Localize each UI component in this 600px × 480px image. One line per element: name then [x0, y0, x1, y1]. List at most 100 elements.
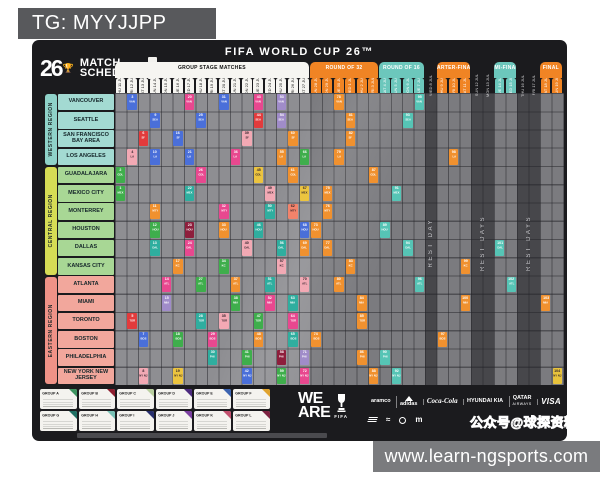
match-number: 26 [199, 167, 204, 173]
match-cell: 77 DAL [322, 240, 333, 256]
match-cell: 19 NY NJ [173, 368, 183, 384]
match-cell: 48 BOS [253, 331, 264, 348]
match-number: 8 [142, 368, 145, 373]
venue-code: DAL [301, 246, 308, 250]
date-label: MON 15 JUN [163, 78, 169, 93]
date-chip: SAT 27 JUN [299, 78, 310, 93]
trophy-icon: 🏆 [62, 63, 74, 73]
venue-code: SEA [198, 118, 204, 122]
match-number: 92 [394, 368, 399, 373]
date-label: SAT 4 JUL [381, 78, 387, 93]
date-chip: TUE 14 JUL [494, 78, 505, 93]
match-number: 19 [176, 368, 181, 373]
world-cup-schedule-poster: FIFA WORLD CUP 26™ 26 🏆 MATCH SCHEDULE G… [32, 40, 567, 441]
match-number: 74 [313, 332, 318, 337]
match-cell: 101 DAL [495, 240, 505, 256]
match-number: 68 [302, 222, 307, 227]
date-label: FRI 12 JUN [128, 78, 134, 93]
match-cell: 15 MIA [161, 295, 172, 311]
date-label: TUE 23 JUN [255, 78, 261, 93]
match-number: 104 [554, 368, 561, 373]
rest-date: SUN 12 JUL [472, 74, 482, 96]
city-row-hou: HOUSTON [58, 221, 114, 239]
match-number: 103 [542, 295, 549, 300]
match-number: 4 [131, 149, 134, 154]
match-cell: 6 SF [138, 130, 149, 147]
match-cell: 14 ATL [161, 276, 172, 293]
poster-title: FIFA WORLD CUP 26™ [224, 46, 375, 58]
fifa-trophy-icon [337, 393, 346, 412]
sponsor-name: QATAR [512, 395, 532, 402]
match-number: 53 [279, 94, 284, 100]
date-label: WED 24 JUN [266, 78, 272, 93]
region-strip-central: CENTRAL REGION [45, 167, 57, 275]
match-number: 64 [290, 313, 295, 319]
city-row-mia: MIAMI [58, 294, 114, 312]
match-number: 21 [187, 149, 192, 154]
venue-code: DAL [186, 246, 193, 250]
date-label: SAT 27 JUN [301, 78, 307, 93]
group-teams-lines [81, 420, 112, 429]
venue-code: HOU [312, 228, 320, 232]
venue-code: HOU [255, 228, 262, 232]
group-card-label: GROUP L [235, 412, 252, 417]
sponsor-adidas: adidas [396, 396, 420, 408]
venue-code: MIA [462, 301, 468, 305]
match-number: 73 [313, 222, 318, 227]
venue-code: ATL [164, 282, 170, 287]
venue-code: PHI [210, 355, 215, 360]
match-number: 102 [508, 277, 515, 282]
date-chip: SAT 20 JUN [219, 78, 229, 93]
date-label: MON 22 JUN [243, 78, 249, 93]
date-chip: SAT 18 JUL [540, 78, 551, 93]
legal-note-bar [77, 433, 327, 438]
match-cell: 18 BOS [173, 331, 183, 348]
match-number: 11 [153, 204, 158, 209]
date-label: MON 6 JUL [404, 78, 410, 93]
match-number: 52 [267, 295, 273, 300]
date-chip: FRI 19 JUN [207, 78, 218, 93]
match-number: 22 [187, 186, 192, 191]
city-row-sf: SAN FRANCISCO BAY AREA [58, 130, 114, 147]
region-label: EASTERN REGION [48, 303, 54, 357]
match-number: 24 [187, 240, 192, 246]
match-number: 79 [336, 149, 341, 154]
group-color-corner [145, 411, 154, 419]
match-number: 10 [153, 149, 158, 154]
venue-code: SEA [152, 118, 158, 122]
fifa-wordmark: FIFA [334, 413, 349, 419]
group-teams-lines [236, 420, 266, 429]
match-number: 56 [279, 240, 284, 246]
venue-code: MTY [267, 209, 273, 214]
venue-code: MIA [290, 301, 296, 305]
date-chip: WED 15 JUL [506, 78, 516, 93]
venue-code: VAN [255, 100, 262, 104]
city-row-mex: MEXICO CITY [58, 185, 114, 202]
match-cell: 100 MIA [460, 295, 470, 311]
stage-tab-final: FINAL [540, 62, 562, 78]
venue-code: GDL [290, 173, 296, 177]
group-card-f: GROUP F [233, 389, 270, 409]
logo-text: MATCH SCHEDULE [80, 57, 144, 79]
date-label: FRI 10 JUL [450, 78, 456, 93]
venue-code: KC [463, 264, 468, 268]
venue-code: MIA [267, 301, 273, 305]
venue-code: NY NJ [392, 374, 401, 378]
we-are-text: WE ARE [298, 391, 331, 420]
match-number: 48 [256, 332, 261, 337]
sponsor-qatar: QATAR AIRWAYS [508, 395, 535, 408]
venue-code: LA [130, 155, 134, 159]
match-cell: 51 ATL [265, 276, 275, 293]
match-cell: 38 MIA [230, 295, 241, 311]
match-cell: 97 BOS [437, 331, 447, 348]
group-card-c: GROUP C [117, 389, 154, 409]
match-cell: 79 LA [334, 149, 344, 165]
match-number: 17 [176, 259, 181, 264]
match-cell: 85 TOR [357, 313, 367, 329]
match-cell: 28 TOR [196, 313, 206, 329]
rest-note: REST DAYS [471, 173, 494, 313]
date-chip: THU 9 JUL [437, 78, 447, 93]
rest-date: FRI 17 JUL [529, 75, 539, 95]
grid-lines [115, 93, 564, 385]
tg-badge-text: TG: MYYJJPP [32, 12, 167, 34]
